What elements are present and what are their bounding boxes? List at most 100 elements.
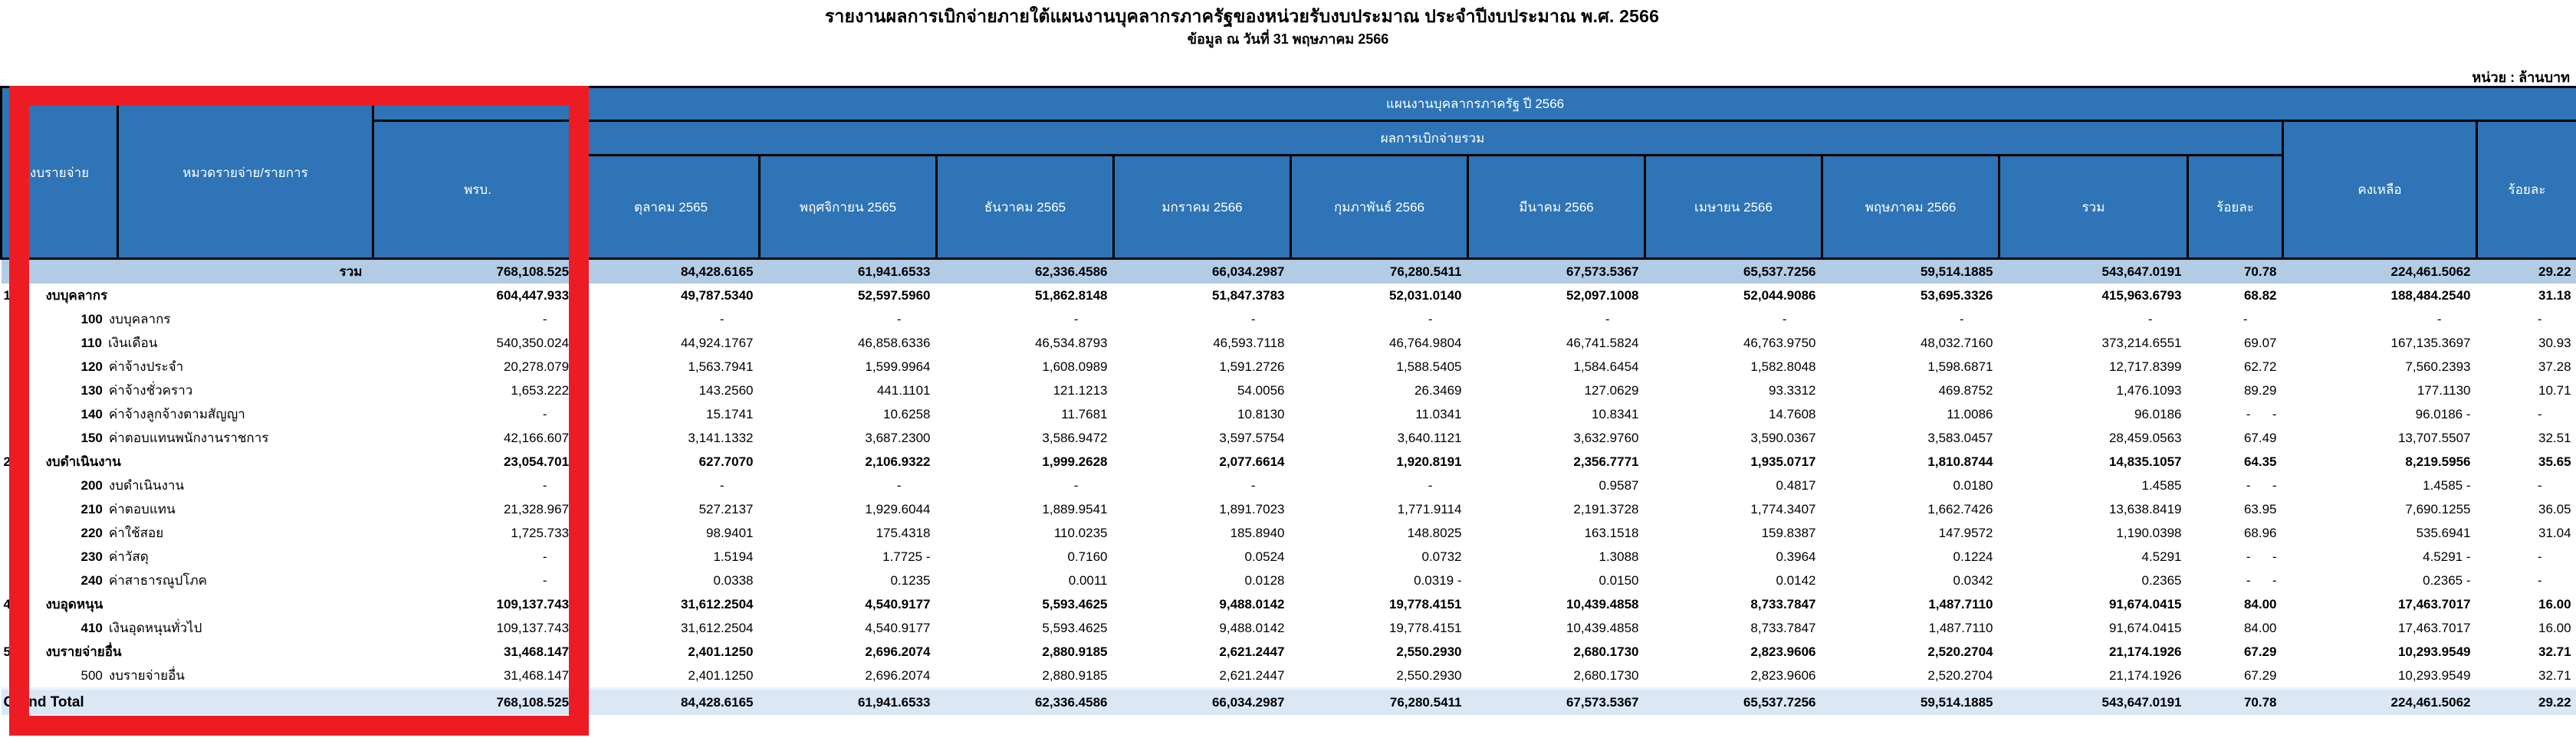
value-cell: 3,687.2300	[865, 430, 931, 445]
value-cell: -	[542, 311, 547, 326]
table-row: 210 ค่าตอบแทน 21,328.9674 527.2137 1,929.604…	[2, 497, 2576, 521]
table-row: 110 เงินเดือน 540,350.0248 44,924.1767 46,85…	[2, 331, 2576, 355]
item-name: ค่าตอบแทน	[108, 502, 176, 516]
table-row: 4 งบอุดหนุน 109,137.7432 31,612.2504 4,540.9…	[2, 592, 2576, 616]
item-code: 120	[80, 359, 103, 374]
value-cell: 1,662.7426	[1927, 501, 1993, 516]
value-cell: -	[1073, 311, 1079, 326]
item-code: 500	[80, 668, 103, 683]
value-cell: 177.1130	[2417, 382, 2471, 398]
value-cell: 2,823.9606	[1750, 644, 1816, 659]
value-cell: 121.1213	[1053, 382, 1108, 398]
table-row: 1 งบบุคลากร 604,447.9333 49,787.5340 52,597.…	[2, 284, 2576, 307]
table-row: 150 ค่าตอบแทนพนักงานราชการ 42,166.6070 3,14…	[2, 426, 2576, 450]
item-code: 210	[80, 502, 103, 516]
value-cell: 1,487.7110	[1928, 596, 1993, 611]
value-cell: 46,741.5824	[1566, 335, 1639, 350]
value-cell: 0.3964	[1776, 549, 1816, 564]
header-month: มีนาคม 2566	[1467, 154, 1646, 260]
value-cell: 61,941.6533	[759, 258, 937, 284]
value-cell: 1.7725 -	[882, 549, 931, 564]
value-cell: 540,350.0248	[496, 335, 577, 350]
value-cell: 29.22	[2476, 258, 2576, 284]
value-cell: 28,459.0563	[2108, 430, 2182, 445]
value-cell: 4.5291	[2141, 549, 2182, 564]
value-cell: 13,638.8419	[2108, 501, 2182, 516]
value-cell: 1,774.3407	[1750, 501, 1816, 516]
value-cell: 1.4585	[2141, 477, 2182, 493]
unit-label: หน่วย : ล้านบาท	[2472, 70, 2570, 85]
value-cell: 0.0142	[1776, 572, 1816, 588]
value-cell: -	[2537, 477, 2542, 493]
value-cell: 16.00	[2538, 596, 2571, 611]
value-cell: 0.7160	[1067, 549, 1108, 564]
group-number: 5	[3, 644, 11, 659]
value-cell: 46,593.7118	[1213, 335, 1285, 350]
header-month: พฤศจิกายน 2565	[758, 154, 938, 260]
value-cell: -	[1428, 477, 1433, 493]
value-cell: 4,540.9177	[865, 596, 931, 611]
value-cell: 0.9587	[1598, 477, 1639, 493]
group-number: 4	[3, 596, 11, 611]
value-cell: 3,640.1121	[1397, 430, 1462, 445]
value-cell: 0.1224	[1953, 549, 1993, 564]
value-cell: - -	[2246, 477, 2277, 493]
row-label: 150 ค่าตอบแทนพนักงานราชการ	[2, 426, 373, 450]
value-cell: -	[542, 572, 547, 588]
value-cell: 188,484.2540	[2390, 287, 2471, 303]
value-cell: 19,778.4151	[1388, 620, 1462, 635]
value-cell: 2,696.2074	[865, 667, 931, 683]
value-cell: 51,847.3783	[1211, 287, 1285, 303]
value-cell: 93.3312	[1769, 382, 1816, 398]
value-cell: 224,461.5062	[2282, 258, 2477, 284]
value-cell: -	[1959, 311, 1964, 326]
value-cell: 91,674.0415	[2108, 620, 2182, 635]
group-name: งบดำเนินงาน	[45, 454, 121, 469]
value-cell: 768,108.5253	[373, 687, 583, 715]
value-cell: 32.71	[2538, 644, 2571, 659]
value-cell: 441.1101	[876, 382, 931, 398]
value-cell: 52,031.0140	[1388, 287, 1462, 303]
value-cell: 0.4817	[1776, 477, 1816, 493]
group-number: 2	[3, 454, 11, 469]
value-cell: 44,924.1767	[680, 335, 754, 350]
table-row: 230 ค่าวัสดุ - 1.5194 1.7725 - 0.7160 0.0524 0.…	[2, 545, 2576, 569]
value-cell: 535.6941	[2416, 525, 2471, 540]
group-name: งบอุดหนุน	[45, 597, 104, 611]
value-cell: 469.8752	[1938, 382, 1993, 398]
value-cell: 159.8387	[1761, 525, 1816, 540]
value-cell: -	[896, 477, 902, 493]
value-cell: 527.2137	[698, 501, 754, 516]
value-cell: 2,550.2930	[1396, 667, 1462, 683]
value-cell: 15.1741	[706, 406, 754, 421]
value-cell: 0.2365	[2141, 572, 2182, 588]
value-cell: 1,935.0717	[1750, 454, 1816, 469]
table-row: 100 งบบุคลากร - - - - - - - - - - - - -	[2, 307, 2576, 331]
header-month: เมษายน 2566	[1644, 154, 1823, 260]
value-cell: - -	[2246, 549, 2277, 564]
value-cell: 3,590.0367	[1750, 430, 1816, 445]
value-cell: -	[1428, 311, 1433, 326]
value-cell: 96.0186	[2134, 406, 2182, 421]
table-row: 240 ค่าสาธารณูปโภค - 0.0338 0.1235 0.0011 0.01…	[2, 569, 2576, 592]
value-cell: 32.71	[2538, 667, 2571, 683]
value-cell: 9,488.0142	[1219, 596, 1285, 611]
value-cell: -	[1250, 477, 1256, 493]
value-cell: 10.6258	[883, 406, 931, 421]
value-cell: 9,488.0142	[1219, 620, 1285, 635]
value-cell: 37.28	[2538, 359, 2571, 374]
value-cell: 4,540.9177	[865, 620, 931, 635]
value-cell: 604,447.9333	[496, 287, 577, 303]
value-cell: 59,514.1885	[1822, 687, 1999, 715]
value-cell: 2,621.2447	[1219, 667, 1285, 683]
value-cell: -	[2537, 572, 2542, 588]
value-cell: 14,835.1057	[2108, 454, 2182, 469]
value-cell: 69.07	[2243, 335, 2277, 350]
value-cell: -	[2537, 311, 2542, 326]
value-cell: 1,771.9114	[1397, 501, 1462, 516]
header-month: กุมภาพันธ์ 2566	[1290, 154, 1469, 260]
value-cell: 2,356.7771	[1573, 454, 1639, 469]
table-body: รวม 768,108.5253 84,428.6165 61,941.6533 62,…	[1, 258, 2576, 715]
value-cell: 52,044.9086	[1743, 287, 1816, 303]
value-cell: -	[542, 549, 547, 564]
